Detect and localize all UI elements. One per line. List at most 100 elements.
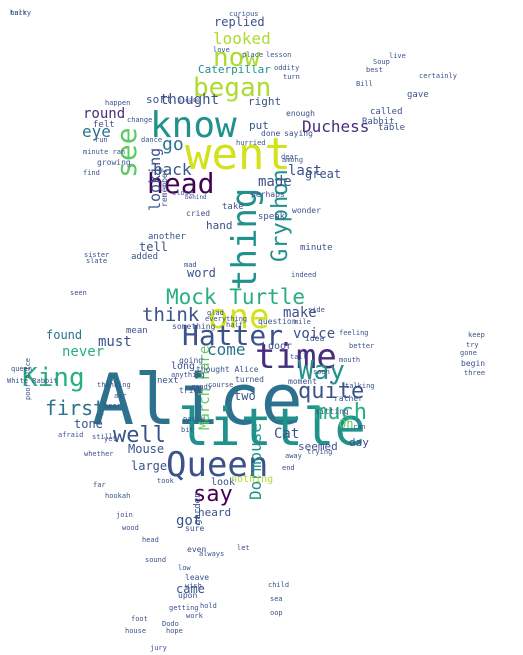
cloud-word: eye [82,122,111,141]
cloud-word: oddity [274,64,300,72]
cloud-word: wood [122,524,139,532]
cloud-word: sea [270,595,283,603]
cloud-word: slate [86,257,108,265]
cloud-word: trying [307,448,333,456]
cloud-word: going [179,356,204,365]
cloud-word: seemed [298,440,338,453]
cloud-word: great [305,167,342,181]
cloud-word: word [187,266,216,280]
cloud-word: Rabbit [362,117,395,127]
cloud-word: little [178,398,366,458]
cloud-word: certainly [419,72,457,80]
cloud-word: mad [184,261,197,269]
cloud-word: gave [407,90,429,100]
cloud-word: come [207,340,246,359]
cloud-word: sure [185,524,205,533]
cloud-word: thought [160,92,220,108]
cloud-word: yet [104,435,117,443]
cloud-word: sitting [315,407,349,416]
cloud-word: say [193,482,233,507]
cloud-word: one [208,297,270,337]
cloud-word: let [237,544,250,552]
cloud-word: moment [288,377,317,386]
cloud-word: run [95,136,108,144]
cloud-word: air [114,392,127,400]
cloud-word: hurry [10,9,32,17]
cloud-word: day [349,436,369,449]
cloud-word: hear [104,402,121,410]
cloud-word: far [93,481,106,489]
cloud-word: always [199,550,225,558]
cloud-word: work [186,612,203,620]
cloud-word: done [261,129,281,138]
cloud-word: never [62,344,105,360]
cloud-word: Oh [339,417,354,431]
cloud-word: minute [300,243,333,253]
cloud-word: minute ran [83,148,126,156]
cloud-word: low [178,564,191,572]
cloud-word: talk [10,9,27,17]
cloud-word: perhaps [251,190,285,199]
cloud-word: whether [84,450,114,458]
cloud-word: tried [179,386,204,395]
cloud-word: found [46,328,83,342]
cloud-word: feeling [339,329,369,337]
cloud-word: make [283,305,317,321]
cloud-word: long [171,361,196,372]
cloud-word: tail [290,353,307,361]
cloud-word: jury [150,644,167,652]
cloud-word: Way [298,356,345,386]
cloud-word: house [125,627,147,635]
cloud-word: hookah [105,492,131,500]
cloud-word: enough [286,109,315,118]
cloud-word: everything [205,315,248,323]
cloud-word: behind [185,194,207,201]
cloud-word: two [234,389,256,403]
cloud-word: dance [141,136,163,144]
cloud-word: mean [126,326,148,336]
cloud-word: called [370,107,403,117]
cloud-word: wish [185,582,202,590]
cloud-word: turn [283,73,300,81]
cloud-word: sister [84,251,110,259]
cloud-word: oop [270,609,283,617]
cloud-word: keep [468,331,485,339]
cloud-word: afraid [58,431,84,439]
cloud-word: mile [294,318,311,326]
cloud-word: happen [105,99,131,107]
cloud-word: live [389,52,406,60]
cloud-word: find [83,169,100,177]
cloud-word: another [148,232,186,242]
cloud-word: course [208,381,234,389]
cloud-word: Bill [356,80,373,88]
cloud-word: took [157,477,174,485]
cloud-word: gone [460,349,477,357]
cloud-word: think [142,304,200,326]
cloud-word: must [98,334,132,350]
cloud-word: still [92,433,114,441]
cloud-word: rather [334,394,363,403]
cloud-word: dear [281,153,298,161]
cloud-word: tone [74,417,103,431]
cloud-word: Mouse [128,442,165,456]
cloud-word: saying [284,129,313,138]
cloud-word: ready [191,383,213,391]
cloud-word: now [213,43,260,73]
cloud-word: came [176,582,205,596]
cloud-word: better [349,342,375,350]
cloud-word: head [142,536,159,544]
cloud-word: Queen [166,445,269,485]
cloud-word: remember [160,168,169,207]
cloud-word: Hatter [182,319,284,352]
cloud-word: right [248,95,282,108]
cloud-word: large [131,459,168,473]
cloud-word: question [258,317,297,326]
cloud-word: Alice [92,359,303,441]
cloud-word: made [258,174,292,190]
cloud-word: half [226,321,243,329]
cloud-word: much [314,400,367,425]
cloud-word: something [172,322,216,331]
cloud-word: speak [258,212,286,222]
cloud-word: began [193,73,272,103]
cloud-word: begin [461,359,486,368]
